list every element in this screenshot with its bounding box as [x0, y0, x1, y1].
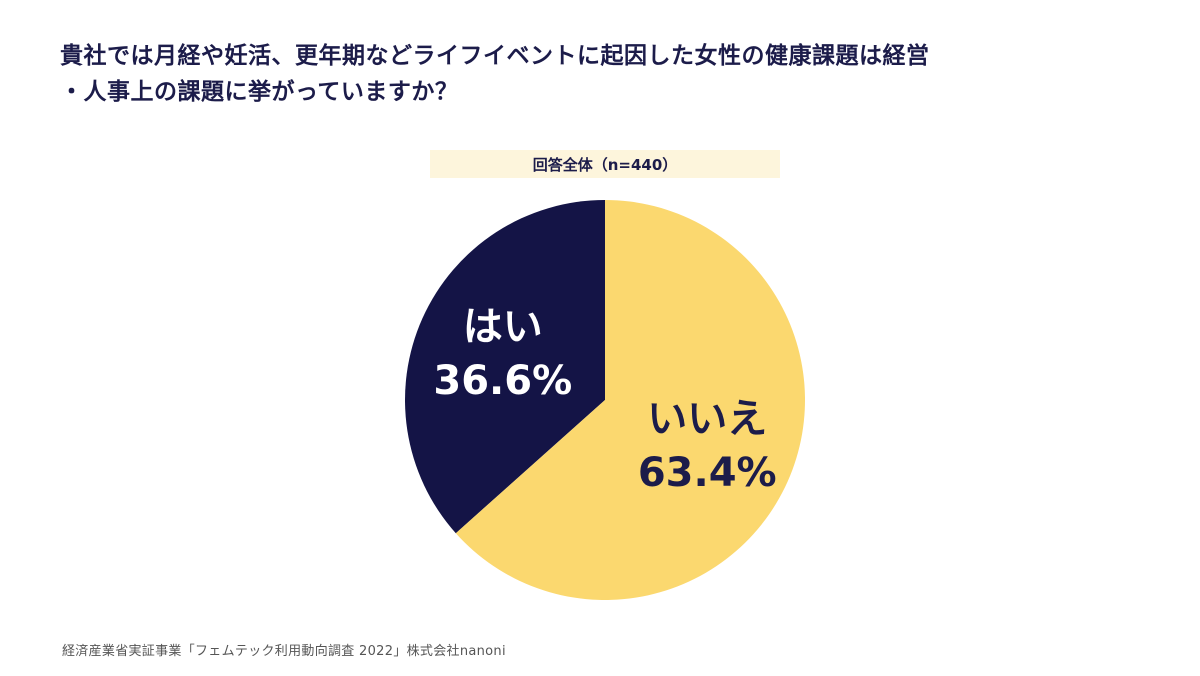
source-note: 経済産業省実証事業「フェムテック利用動向調査 2022」株式会社nanoni [62, 644, 506, 659]
slice-value-yes: 36.6% [433, 358, 572, 404]
pie-slice-yes [405, 200, 605, 534]
slice-label-yes: はい [463, 304, 543, 350]
question-line-1: 貴社では月経や妊活、更年期などライフイベントに起因した女性の健康課題は経営 [60, 43, 930, 69]
respondent-base-label: 回答全体（n=440） [532, 155, 678, 174]
pie-labels: はい 36.6% いいえ 63.4% [433, 304, 776, 496]
pie-slices [405, 200, 805, 600]
respondent-base-box: 回答全体（n=440） [430, 150, 780, 178]
question-title: 貴社では月経や妊活、更年期などライフイベントに起因した女性の健康課題は経営 ・人… [60, 38, 1170, 110]
slice-value-no: 63.4% [638, 450, 777, 496]
question-line-2: ・人事上の課題に挙がっていますか？ [60, 79, 459, 105]
pie-slice-no [455, 200, 805, 600]
slice-label-no: いいえ [647, 396, 767, 442]
